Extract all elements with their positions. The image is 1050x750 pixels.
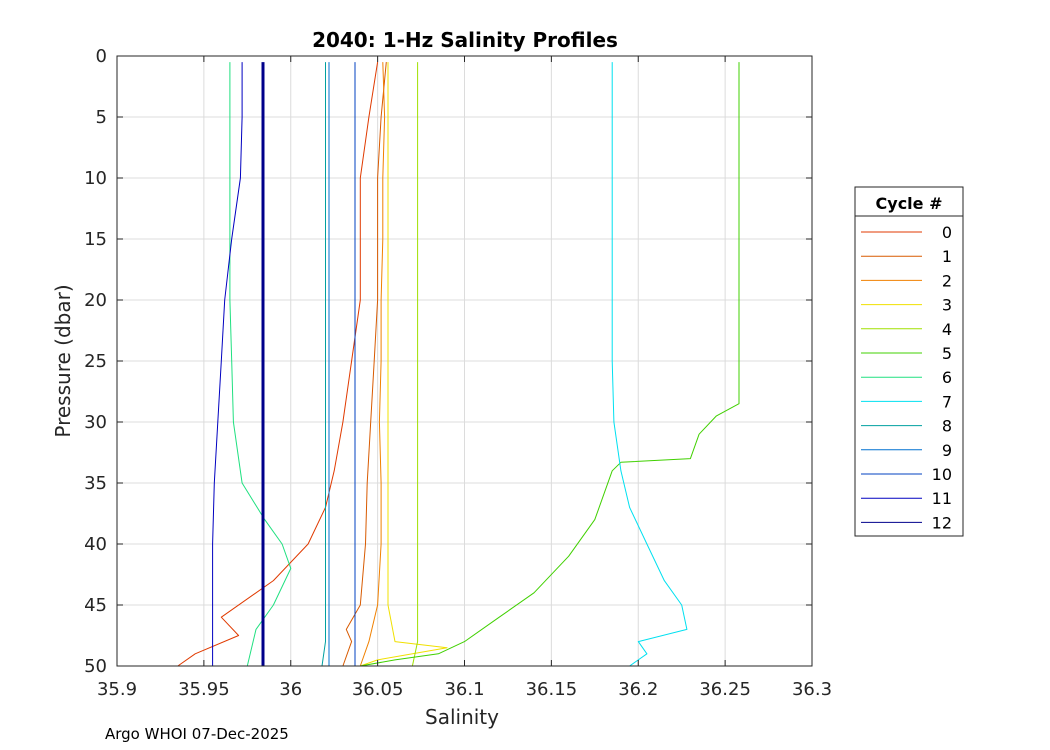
legend-label-cycle-9: 9 — [942, 441, 952, 460]
x-tick-label: 36.25 — [699, 679, 751, 700]
y-tick-label: 45 — [84, 595, 107, 616]
series-line-cycle-7 — [611, 62, 688, 667]
legend-label-cycle-11: 11 — [932, 489, 952, 508]
x-tick-label: 36.3 — [792, 679, 832, 700]
legend-title: Cycle # — [876, 194, 943, 213]
y-tick-label: 5 — [96, 107, 107, 128]
footer-credit: Argo WHOI 07-Dec-2025 — [105, 725, 289, 743]
legend-label-cycle-12: 12 — [932, 513, 952, 532]
y-tick-label: 25 — [84, 351, 107, 372]
y-tick-label: 0 — [96, 46, 107, 67]
x-tick-label: 36.15 — [526, 679, 578, 700]
y-axis-title: Pressure (dbar) — [51, 284, 75, 437]
series-line-cycle-5 — [360, 62, 740, 667]
chart-title: 2040: 1-Hz Salinity Profiles — [312, 28, 618, 52]
x-tick-label: 36.2 — [618, 679, 658, 700]
y-tick-label: 15 — [84, 229, 107, 250]
series-line-cycle-8 — [321, 62, 326, 667]
y-tick-label: 50 — [84, 656, 107, 677]
x-ticks: 35.9 35.95 36 36.05 36.1 36.15 36.2 36.25 36.3 — [97, 56, 832, 700]
legend-label-cycle-2: 2 — [942, 271, 952, 290]
x-tick-label: 36 — [279, 679, 302, 700]
legend-label-cycle-10: 10 — [932, 465, 952, 484]
x-tick-label: 36.1 — [444, 679, 484, 700]
legend-label-cycle-3: 3 — [942, 296, 952, 315]
series-line-cycle-2 — [359, 62, 386, 667]
series-line-cycle-0 — [177, 62, 379, 667]
legend-label-cycle-4: 4 — [942, 320, 952, 339]
x-tick-label: 35.9 — [97, 679, 137, 700]
legend-label-cycle-1: 1 — [942, 247, 952, 266]
legend-label-cycle-0: 0 — [942, 223, 952, 242]
legend-label-cycle-5: 5 — [942, 344, 952, 363]
y-tick-label: 10 — [84, 168, 107, 189]
legend-label-cycle-7: 7 — [942, 392, 952, 411]
x-axis-title: Salinity — [425, 705, 499, 729]
y-tick-label: 20 — [84, 290, 107, 311]
y-tick-label: 35 — [84, 473, 107, 494]
series-line-cycle-3 — [360, 62, 448, 667]
series-line-cycle-4 — [411, 62, 419, 667]
x-tick-label: 35.95 — [178, 679, 230, 700]
legend-label-cycle-6: 6 — [942, 368, 952, 387]
legend-box — [854, 186, 964, 537]
x-tick-label: 36.05 — [352, 679, 404, 700]
y-tick-label: 40 — [84, 534, 107, 555]
series-layer — [177, 62, 740, 667]
y-tick-label: 30 — [84, 412, 107, 433]
series-line-cycle-6 — [229, 62, 292, 667]
y-ticks: 0 5 10 15 20 25 30 35 40 45 50 — [84, 46, 812, 677]
series-line-cycle-11 — [212, 62, 243, 666]
legend-label-cycle-8: 8 — [942, 417, 952, 436]
series-line-cycle-1 — [342, 62, 387, 667]
